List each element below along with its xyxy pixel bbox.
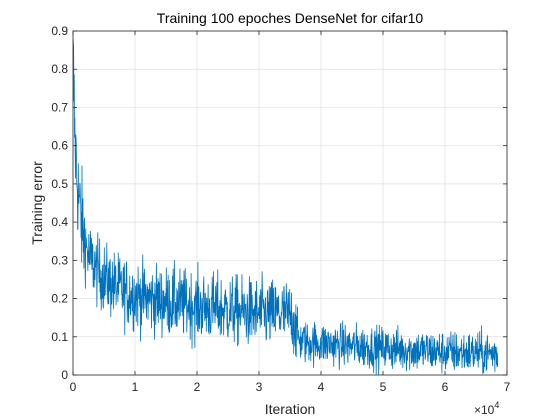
y-tick-label: 0.4 [51,215,68,229]
y-tick-label: 0.1 [51,330,68,344]
axis-ticks [72,30,508,376]
x-axis-multiplier-exponent: 4 [494,400,499,410]
x-tick-label: 7 [504,380,511,394]
x-tick-label: 2 [194,380,201,394]
y-tick-label: 0.9 [51,24,68,38]
x-tick-label: 0 [70,380,77,394]
x-axis-label: Iteration [265,401,316,417]
y-tick-label: 0.8 [51,62,68,76]
axes-box [72,30,508,376]
x-tick-labels: 0 1 2 3 4 5 6 7 [70,380,511,394]
y-tick-label: 0.7 [51,100,68,114]
y-tick-label: 0 [61,368,68,382]
x-tick-label: 6 [442,380,449,394]
y-tick-label: 0.5 [51,177,68,191]
y-tick-labels: 0 0.1 0.2 0.3 0.4 0.5 0.6 0.7 0.8 0.9 [51,24,68,382]
y-tick-label: 0.6 [51,139,68,153]
y-tick-label: 0.3 [51,253,68,267]
series-line-training-error [73,38,499,375]
chart-title: Training 100 epoches DenseNet for cifar1… [157,10,424,26]
x-axis-multiplier-base: ×10 [474,403,495,417]
x-tick-label: 3 [256,380,263,394]
x-axis-multiplier: ×104 [474,400,499,417]
y-tick-label: 0.2 [51,292,68,306]
x-tick-label: 4 [318,380,325,394]
y-axis-label: Training error [29,161,45,245]
x-tick-label: 1 [132,380,139,394]
x-tick-label: 5 [380,380,387,394]
